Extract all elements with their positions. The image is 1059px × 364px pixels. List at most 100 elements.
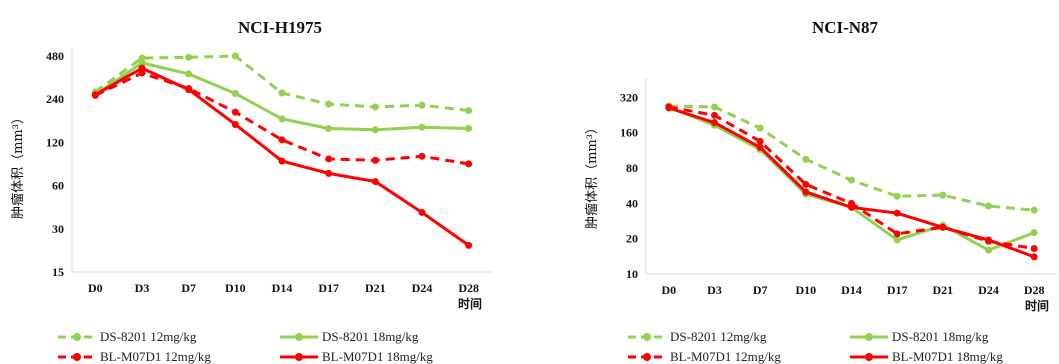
x-tick-label: D0 <box>661 283 676 297</box>
data-point <box>756 137 764 145</box>
data-point <box>278 115 286 123</box>
data-point <box>802 188 810 196</box>
chart-title: NCI-H1975 <box>238 18 322 37</box>
data-point <box>465 241 473 249</box>
x-tick-label: D14 <box>841 283 862 297</box>
legend-item: DS-8201 12mg/kg <box>58 329 197 344</box>
legend-item: BL-M07D1 18mg/kg <box>280 349 433 364</box>
y-axis-label: 肿瘤体积（mm³） <box>584 121 600 229</box>
x-tick-label: D3 <box>707 283 722 297</box>
legend-swatch-marker <box>73 333 81 341</box>
data-point <box>418 123 426 131</box>
legend-label: DS-8201 12mg/kg <box>670 329 767 344</box>
y-tick-label: 480 <box>46 49 64 63</box>
series-line <box>668 104 1035 212</box>
x-axis-label: 时间 <box>1025 298 1049 313</box>
series-4 <box>91 64 473 249</box>
data-point <box>138 69 146 77</box>
data-point <box>756 143 764 151</box>
series-line <box>94 71 469 166</box>
data-point <box>1030 253 1038 261</box>
data-point <box>231 89 239 97</box>
data-point <box>893 230 901 238</box>
data-point <box>325 124 333 132</box>
data-point <box>185 53 193 61</box>
series-2 <box>91 59 473 134</box>
legend-label: BL-M07D1 18mg/kg <box>892 349 1003 364</box>
chart-panel-2: NCI-N87 10 20 40 80 160 320 D0 D3 D7 D10 D14 D17 D21 D… <box>584 18 1057 364</box>
y-tick-label: 20 <box>626 232 638 246</box>
legend-item: BL-M07D1 12mg/kg <box>58 349 211 364</box>
data-point <box>985 202 992 210</box>
data-point <box>418 152 426 160</box>
data-point <box>278 89 286 97</box>
series-4 <box>665 104 1038 261</box>
data-point <box>91 91 99 99</box>
data-point <box>711 103 718 111</box>
legend-label: DS-8201 12mg/kg <box>100 329 197 344</box>
data-point <box>985 236 992 244</box>
x-tick-label: D28 <box>1024 283 1045 297</box>
data-point <box>848 203 855 211</box>
x-tick-label: D7 <box>753 283 768 297</box>
legend-swatch-marker <box>865 353 873 361</box>
data-point <box>325 100 333 108</box>
series-1 <box>665 102 1038 214</box>
data-point <box>418 208 426 216</box>
data-point <box>465 160 473 168</box>
legend-swatch-marker <box>643 353 651 361</box>
x-tick-label: D10 <box>225 281 246 295</box>
data-point <box>138 59 146 67</box>
y-tick-label: 15 <box>52 265 64 279</box>
data-point <box>325 155 333 163</box>
data-point <box>325 169 333 177</box>
legend-label: BL-M07D1 12mg/kg <box>670 349 781 364</box>
data-point <box>278 157 286 165</box>
x-tick-label: D14 <box>272 281 293 295</box>
data-point <box>711 119 718 127</box>
data-point <box>1030 206 1038 214</box>
data-point <box>1030 229 1038 237</box>
data-point <box>185 70 193 78</box>
legend-swatch-marker <box>295 353 303 361</box>
data-point <box>665 104 673 112</box>
legend-swatch-marker <box>643 333 651 341</box>
data-point <box>465 124 473 132</box>
data-point <box>939 223 947 231</box>
y-tick-label: 80 <box>626 161 638 175</box>
data-point <box>848 176 855 184</box>
data-point <box>1030 244 1038 252</box>
data-point <box>231 52 239 60</box>
data-point <box>138 64 146 72</box>
data-point <box>278 136 286 144</box>
x-tick-label: D28 <box>458 281 479 295</box>
data-point <box>893 192 901 200</box>
x-tick-label: D24 <box>978 283 999 297</box>
data-point <box>756 124 764 132</box>
series-1 <box>91 52 473 115</box>
data-point <box>802 180 810 188</box>
legend-item: DS-8201 18mg/kg <box>850 329 989 344</box>
data-point <box>185 86 193 94</box>
chart-panel-1: NCI-H1975 15 30 60 120 240 480 D0 D3 D7 D10 D14 D17 D… <box>10 18 492 364</box>
legend-item: BL-M07D1 18mg/kg <box>850 349 1003 364</box>
x-tick-label: D24 <box>412 281 433 295</box>
y-tick-label: 160 <box>620 126 638 140</box>
data-point <box>371 156 379 164</box>
x-tick-label: D7 <box>181 281 196 295</box>
data-point <box>371 178 379 186</box>
legend-label: BL-M07D1 18mg/kg <box>322 349 433 364</box>
data-point <box>371 126 379 134</box>
legend-item: BL-M07D1 12mg/kg <box>628 349 781 364</box>
data-point <box>371 103 379 111</box>
legend-label: DS-8201 18mg/kg <box>322 329 419 344</box>
x-tick-label: D21 <box>932 283 953 297</box>
x-tick-label: D21 <box>365 281 386 295</box>
x-tick-label: D17 <box>887 283 908 297</box>
data-point <box>138 54 146 62</box>
data-point <box>231 108 239 116</box>
legend-item: DS-8201 12mg/kg <box>628 329 767 344</box>
legend-swatch-marker <box>295 333 303 341</box>
